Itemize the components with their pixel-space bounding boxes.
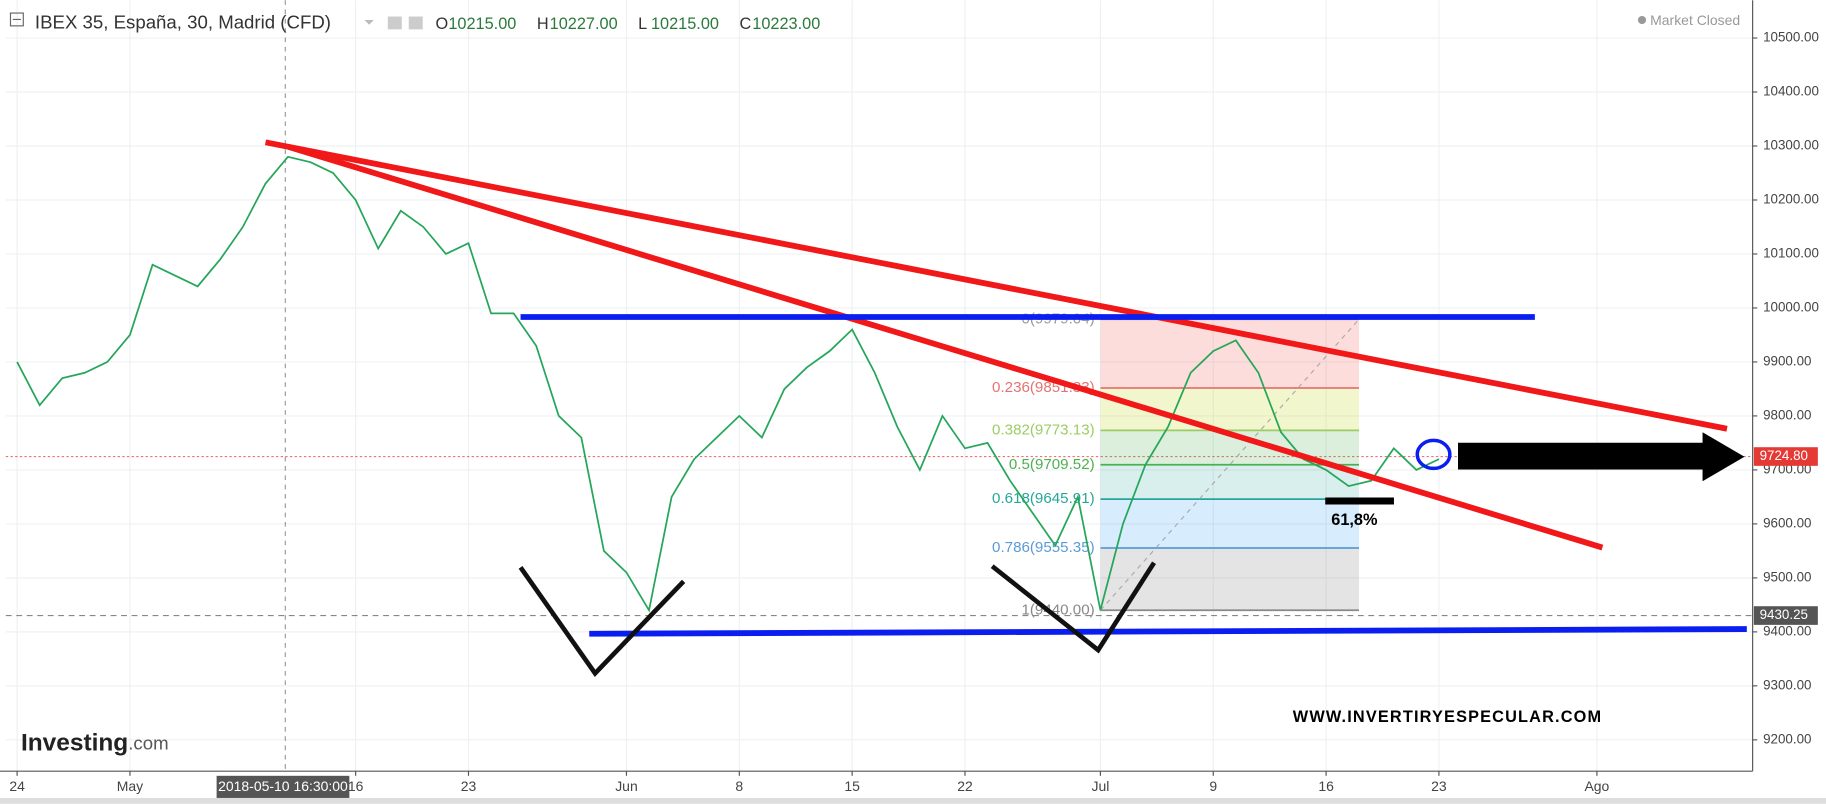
ohlc: O 10215.00 H 10227.00 L 10215.00 C 10223.00 [436,15,821,33]
price-label-bg [1753,447,1818,466]
market-status: Market Closed [1650,12,1740,28]
ohlc-key: L [638,15,647,33]
watermark: WWW.INVERTIRYESPECULAR.COM [1293,708,1602,726]
x-tick-label: 23 [1431,778,1447,794]
y-tick-label: 9600.00 [1763,515,1811,530]
x-tick-label: 22 [957,778,973,794]
v-shape [990,561,1157,654]
icon[interactable] [408,16,423,30]
arrow [1458,432,1745,482]
x-tick-label: 16 [1318,778,1334,794]
circle-marker [1415,438,1452,471]
x-tick-label: 9 [1209,778,1217,794]
annotation: 61,8% [1331,511,1378,529]
ohlc-key: C [739,15,751,33]
fib-label: 0.5(9709.52) [1009,456,1095,473]
ohlc-value: 10223.00 [752,15,820,33]
y-tick-label: 9300.00 [1763,677,1811,692]
y-tick-label: 9800.00 [1763,407,1811,422]
fib-label: 0.786(9555.35) [992,539,1095,556]
symbol-title: IBEX 35, España, 30, Madrid (CFD) [35,11,331,32]
ohlc-value: 10215.00 [651,15,719,33]
x-tick-label: 15 [844,778,860,794]
x-tick-label: 8 [735,778,743,794]
x-tick-label: 24 [9,778,25,794]
logo-text: Investing [21,730,128,757]
y-tick-label: 9900.00 [1763,353,1811,368]
status-dot [1637,15,1647,25]
price-label: 9430.25 [1760,607,1808,622]
price-label-bg [1753,606,1818,625]
logo: Investing.com [21,730,169,757]
fib-label: 0.618(9645.91) [992,490,1095,507]
y-tick-label: 9500.00 [1763,569,1811,584]
price-line [16,155,1440,613]
ohlc-value: 10227.00 [550,15,618,33]
crosshair-label-bg [216,775,350,798]
v-shape [518,566,686,677]
collapse-icon[interactable] [9,12,24,27]
fib-label: 0.382(9773.13) [992,421,1095,438]
x-tick-label: Ago [1584,778,1609,794]
crosshair-label: 2018-05-10 16:30:00 [218,778,348,794]
y-tick-label: 10000.00 [1763,299,1819,314]
x-tick-label: Jul [1091,778,1109,794]
x-tick-label: May [117,778,143,794]
x-tick-label: 16 [348,778,364,794]
logo-suffix: .com [128,732,168,753]
trend-line [287,144,1604,551]
scrollbar [0,797,1826,804]
price-label: 9724.80 [1760,448,1808,463]
fib-zone [1100,548,1360,611]
axes: 10500.00 10400.00 10300.00 10200.00 10100.00… [9,30,1819,798]
ohlc-key: H [537,15,549,33]
y-tick-label: 10200.00 [1763,192,1819,207]
fib-zone [1100,499,1360,549]
trend-line [264,139,1728,432]
dropdown[interactable] [364,20,374,25]
y-tick-label: 10500.00 [1763,30,1819,45]
support-line [589,626,1747,637]
x-tick-label: Jun [615,778,638,794]
x-tick-label: 23 [461,778,477,794]
icon[interactable] [387,16,402,30]
y-tick-label: 10400.00 [1763,84,1819,99]
plot [16,155,1440,613]
y-tick-label: 9200.00 [1763,731,1811,746]
y-tick-label: 9400.00 [1763,623,1811,638]
ohlc-key: O [436,15,449,33]
y-tick-label: 10100.00 [1763,246,1819,261]
ohlc-value: 10215.00 [448,15,516,33]
y-tick-label: 10300.00 [1763,138,1819,153]
